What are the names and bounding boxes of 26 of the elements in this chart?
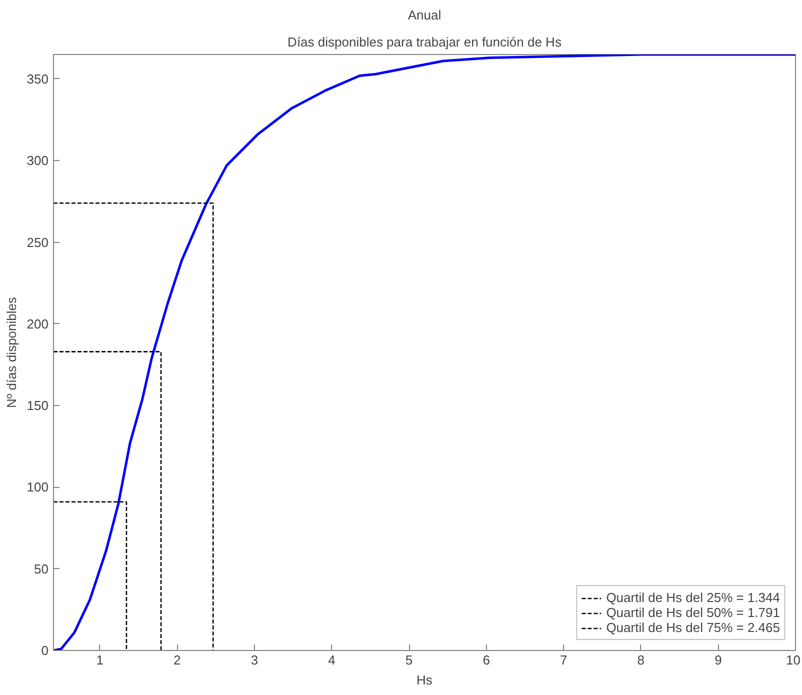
y-tick-label: 100 — [26, 480, 49, 495]
x-tick-label: 8 — [637, 652, 645, 668]
y-tick-label: 200 — [26, 316, 49, 332]
legend-label: Quartil de Hs del 50% = 1.791 — [606, 605, 780, 620]
chart-title: Anual — [408, 8, 442, 22]
y-tick-label: 250 — [26, 234, 49, 250]
y-axis-title: Nº días disponibles — [4, 296, 19, 408]
x-tick-label: 9 — [714, 652, 722, 668]
y-tick-label: 50 — [34, 561, 49, 576]
x-tick-label: 6 — [482, 652, 490, 668]
x-tick-label: 3 — [250, 652, 258, 668]
x-axis-title: Hs — [416, 672, 433, 688]
x-tick-label: 5 — [405, 652, 413, 668]
y-tick-label: 300 — [26, 153, 49, 168]
x-tick-label: 1 — [96, 652, 104, 668]
x-tick-label: 7 — [560, 652, 568, 668]
legend-label: Quartil de Hs del 75% = 2.465 — [606, 620, 780, 635]
x-tick-label: 2 — [174, 652, 181, 668]
line-series — [54, 54, 796, 650]
legend-label: Quartil de Hs del 25% = 1.344 — [606, 590, 780, 605]
x-tick-label: 10 — [786, 652, 801, 668]
y-tick-label: 0 — [41, 643, 49, 658]
chart-subtitle: Días disponibles para trabajar en función de Hs — [288, 34, 562, 50]
x-tick-label: 4 — [328, 652, 336, 668]
y-tick-label: 350 — [26, 71, 49, 86]
y-tick-label: 150 — [26, 398, 49, 414]
